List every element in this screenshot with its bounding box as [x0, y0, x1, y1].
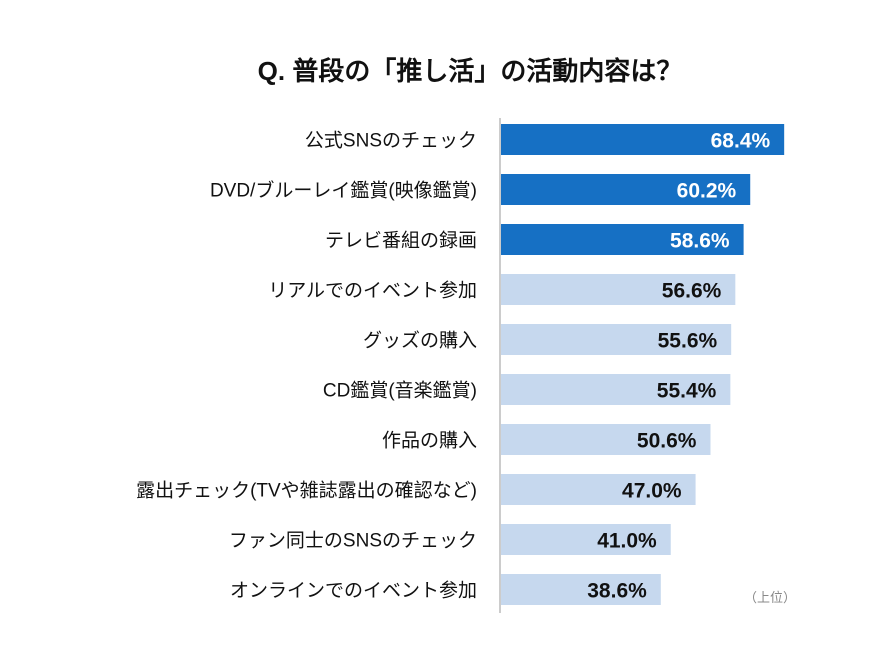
- bars-group: 公式SNSのチェック 68.4% DVD/ブルーレイ鑑賞(映像鑑賞) 60.2% テレビ…: [136, 124, 785, 605]
- bar: [501, 374, 731, 405]
- value-label: 68.4%: [711, 130, 771, 153]
- bar: [501, 274, 736, 305]
- value-label: 58.6%: [670, 230, 730, 253]
- category-label: ファン同士のSNSのチェック: [229, 530, 477, 552]
- category-label: 露出チェック(TVや雑誌露出の確認など): [136, 480, 477, 502]
- bar: [501, 524, 671, 555]
- category-label: CD鑑賞(音楽鑑賞): [323, 380, 477, 402]
- value-label: 55.4%: [657, 380, 717, 403]
- value-label: 60.2%: [677, 180, 737, 203]
- value-label: 41.0%: [597, 530, 657, 553]
- value-label: 38.6%: [587, 580, 647, 603]
- category-label: リアルでのイベント参加: [268, 280, 477, 302]
- bar: [501, 424, 711, 455]
- value-label: 50.6%: [637, 430, 697, 453]
- value-label: 55.6%: [658, 330, 718, 353]
- bar: [501, 174, 751, 205]
- value-label: 47.0%: [622, 480, 682, 503]
- bar: [501, 124, 785, 155]
- bar: [501, 224, 744, 255]
- category-label: オンラインでのイベント参加: [230, 580, 477, 602]
- category-label: DVD/ブルーレイ鑑賞(映像鑑賞): [210, 179, 477, 202]
- bar: [501, 324, 732, 355]
- bar: [501, 474, 696, 505]
- category-label: 公式SNSのチェック: [305, 130, 477, 152]
- category-label: テレビ番組の録画: [325, 230, 477, 252]
- category-label: グッズの購入: [363, 330, 477, 352]
- value-label: 56.6%: [662, 280, 722, 303]
- category-label: 作品の購入: [382, 430, 477, 452]
- chart-title: Q. 普段の「推し活」の活動内容は？: [258, 56, 683, 86]
- bar: [501, 574, 661, 605]
- ranking-note: （上位）: [744, 590, 796, 605]
